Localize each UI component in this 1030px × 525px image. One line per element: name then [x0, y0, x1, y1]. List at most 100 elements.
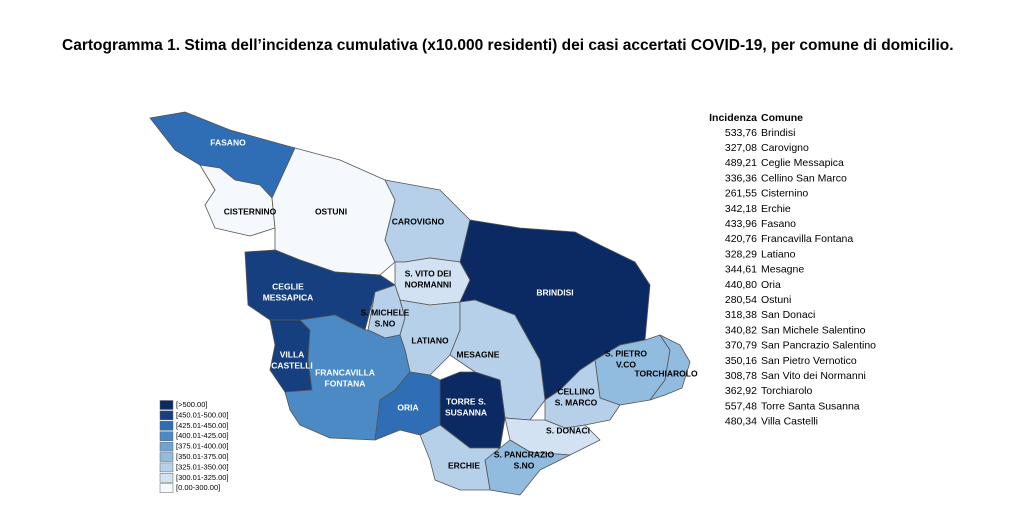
table-header: Comune — [761, 112, 803, 124]
map-label: FRANCAVILLA — [315, 367, 375, 377]
map-label: LATIANO — [411, 335, 449, 345]
municipality: Torre Santa Susanna — [761, 400, 860, 412]
map-label: CISTERNINO — [224, 206, 277, 216]
map-label: BRINDISI — [536, 287, 573, 297]
legend-label: [>500.00] — [176, 400, 208, 409]
municipality: San Donaci — [761, 309, 815, 321]
legend-swatch — [159, 441, 174, 452]
map-label: V.CO — [616, 359, 636, 369]
municipality: Cisternino — [761, 188, 808, 200]
municipality: Villa Castelli — [761, 416, 818, 428]
torchiarolo — [649, 334, 691, 401]
incidence: 433,96 — [725, 218, 757, 230]
san-donaci — [504, 417, 601, 456]
map-label: CASTELLI — [271, 360, 313, 370]
map-label: FASANO — [210, 137, 246, 147]
municipality: Mesagne — [761, 264, 804, 276]
map-label: ERCHIE — [448, 460, 480, 470]
map-label: S. MICHELE — [361, 307, 410, 317]
legend-label: [350.01-375.00] — [176, 452, 229, 461]
map-label: S. PIETRO — [605, 348, 647, 358]
oria — [374, 371, 441, 441]
incidence: 308,78 — [725, 370, 757, 382]
legend-swatch — [159, 483, 174, 493]
legend-label: [0.00-300.00] — [176, 483, 220, 492]
municipality: Carovigno — [761, 142, 809, 154]
map-label: TORCHIAROLO — [634, 368, 698, 378]
title: Cartogramma 1. Stima dell’incidenza cumu… — [62, 37, 954, 54]
legend-swatch — [159, 473, 174, 483]
incidence: 342,18 — [725, 203, 757, 215]
incidence: 328,29 — [725, 248, 757, 260]
municipality: San Michele Salentino — [761, 324, 866, 336]
incidence: 489,21 — [725, 157, 757, 169]
incidence: 370,79 — [725, 340, 757, 352]
municipality: Francavilla Fontana — [761, 233, 853, 245]
incidence: 420,76 — [725, 233, 757, 245]
incidence: 557,48 — [725, 400, 757, 412]
incidence: 327,08 — [725, 142, 757, 154]
incidence: 261,55 — [725, 188, 757, 200]
map-label: OSTUNI — [315, 206, 347, 216]
map-label: S. MARCO — [555, 397, 598, 407]
legend-label: [400.01-425.00] — [176, 431, 229, 440]
map-label: S. PANCRAZIO — [494, 449, 555, 459]
map-label: ORIA — [397, 402, 418, 412]
table-header: Incidenza — [709, 112, 757, 124]
municipality: Erchie — [761, 203, 791, 215]
map-label: S. VITO DEI — [405, 268, 452, 278]
legend-label: [325.01-350.00] — [176, 462, 229, 471]
map-labels: FASANO CISTERNINO OSTUNI CAROVIGNO S. VITO D… — [210, 137, 698, 470]
regions — [149, 111, 691, 496]
map-label: MESSAPICA — [263, 292, 314, 302]
legend-swatch — [159, 410, 174, 421]
municipality: Ceglie Messapica — [761, 157, 844, 169]
map-label: CEGLIE — [272, 281, 304, 291]
map-label: NORMANNI — [405, 279, 452, 289]
incidence: 480,34 — [725, 416, 757, 428]
municipality: Torchiarolo — [761, 385, 813, 397]
erchie — [419, 424, 501, 491]
legend-swatch — [159, 452, 174, 462]
incidence: 318,38 — [725, 309, 757, 321]
legend-swatch — [159, 462, 174, 473]
map-label: MESAGNE — [457, 349, 500, 359]
legend-label: [425.01-450.00] — [176, 421, 229, 430]
legend-label: [375.01-400.00] — [176, 442, 229, 451]
municipality: Oria — [761, 279, 781, 291]
map-label: FONTANA — [325, 378, 366, 388]
legend: [>500.00][450.01-500.00][425.01-450.00][… — [159, 400, 229, 493]
municipality: San Pietro Vernotico — [761, 355, 857, 367]
incidence-table: Incidenza Comune 533,76 Brindisi 327,08 Carov… — [709, 112, 876, 428]
incidence: 350,16 — [725, 355, 757, 367]
map-label: S.NO — [514, 460, 535, 470]
legend-label: [450.01-500.00] — [176, 410, 229, 419]
incidence: 340,82 — [725, 324, 757, 336]
legend-swatch — [159, 400, 174, 410]
municipality: Ostuni — [761, 294, 791, 306]
incidence: 280,54 — [725, 294, 757, 306]
municipality: San Vito dei Normanni — [761, 370, 866, 382]
incidence: 533,76 — [725, 127, 757, 139]
incidence: 362,92 — [725, 385, 757, 397]
municipality: San Pancrazio Salentino — [761, 340, 876, 352]
map-label: TORRE S. — [446, 396, 486, 406]
incidence: 344,61 — [725, 264, 757, 276]
municipality: Fasano — [761, 218, 796, 230]
municipality: Brindisi — [761, 127, 795, 139]
legend-swatch — [159, 421, 174, 431]
map-label: VILLA — [280, 349, 305, 359]
incidence: 440,80 — [725, 279, 757, 291]
municipality: Latiano — [761, 248, 796, 260]
municipality: Cellino San Marco — [761, 172, 847, 184]
map-label: S. DONACI — [546, 425, 590, 435]
incidence: 336,36 — [725, 172, 757, 184]
map-label: S.NO — [375, 318, 396, 328]
map-label: SUSANNA — [445, 407, 487, 417]
legend-label: [300.01-325.00] — [176, 473, 229, 482]
map-label: CAROVIGNO — [392, 216, 445, 226]
legend-swatch — [159, 431, 174, 441]
map-label: CELLINO — [557, 386, 595, 396]
